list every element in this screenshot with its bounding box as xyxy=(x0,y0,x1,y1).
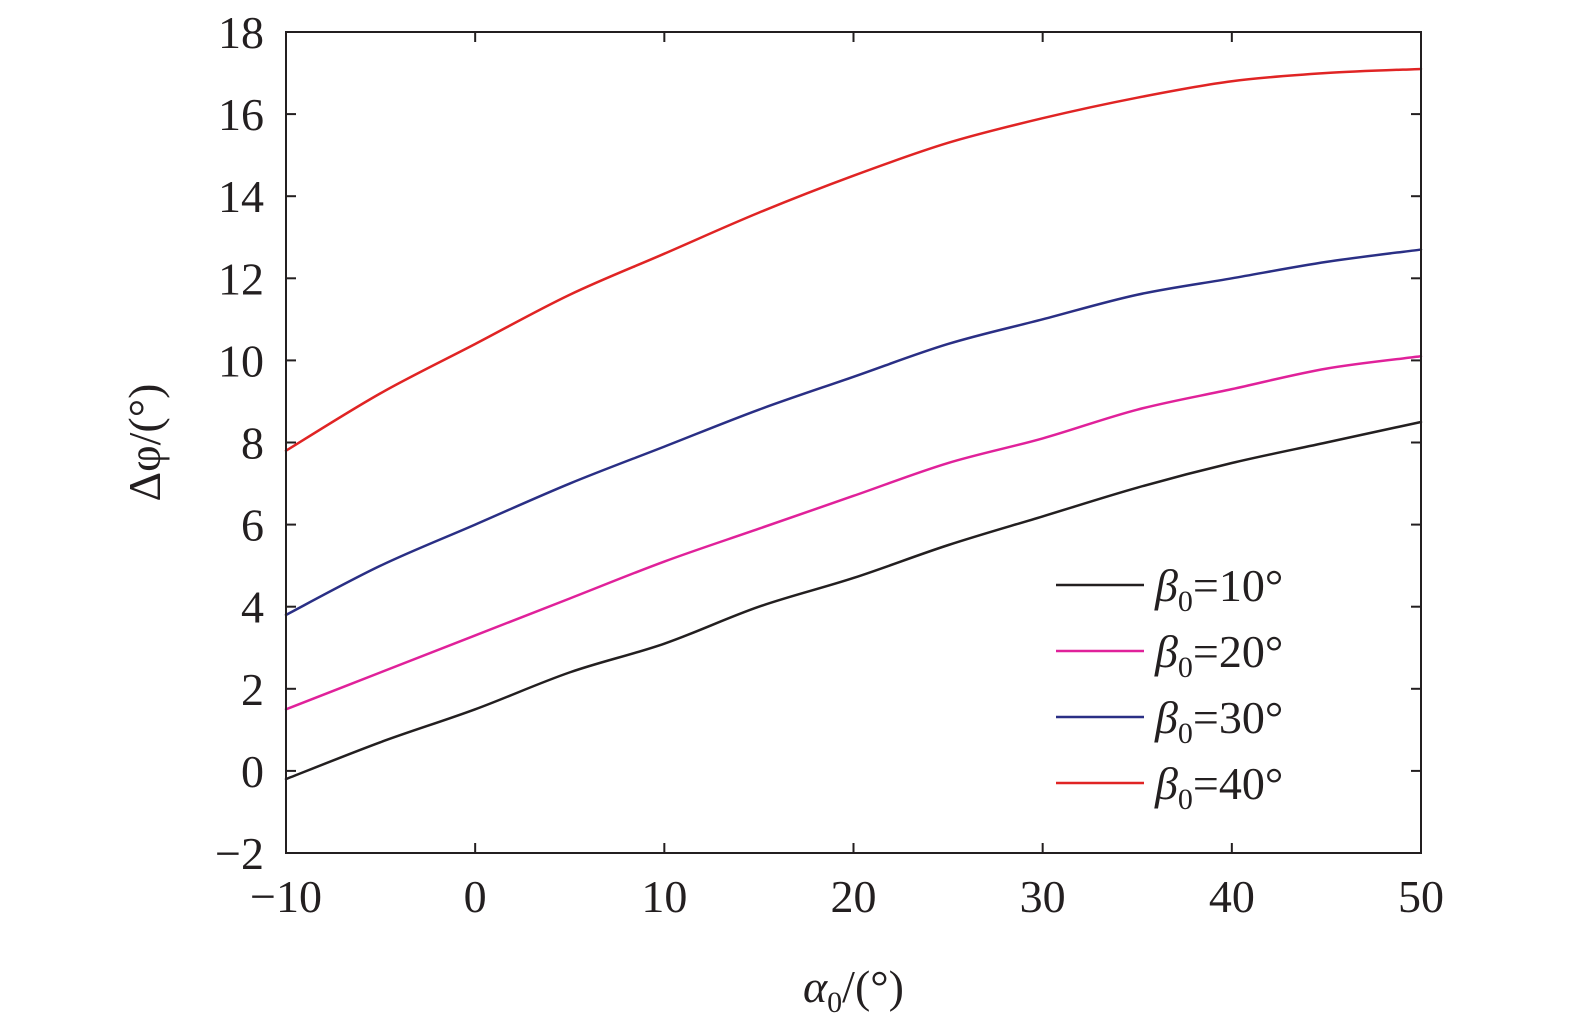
y-axis-title: Δφ/(°) xyxy=(119,384,170,502)
x-tick-label: 0 xyxy=(464,871,487,922)
plot-frame xyxy=(285,31,1422,854)
legend-value: =10° xyxy=(1193,560,1283,611)
y-tick-label: 6 xyxy=(241,500,264,551)
series-line-0 xyxy=(284,420,1423,781)
y-tick-label: 18 xyxy=(218,7,264,58)
y-axis-unit: /(°) xyxy=(119,384,170,446)
y-tick-label: 4 xyxy=(241,582,264,633)
legend-label-0: β0=10° xyxy=(1154,560,1283,618)
series-line-2 xyxy=(284,248,1423,617)
x-axis-unit: /(°) xyxy=(842,961,904,1012)
series-line-3 xyxy=(284,67,1423,452)
x-axis-subscript: 0 xyxy=(827,986,842,1019)
y-tick-label: 0 xyxy=(241,746,264,797)
y-tick-label: 2 xyxy=(241,664,264,715)
legend-subscript: 0 xyxy=(1178,651,1193,684)
legend-value: =30° xyxy=(1193,692,1283,743)
x-tick-label: 10 xyxy=(641,871,687,922)
series-layer xyxy=(284,67,1423,781)
legend-label-1: β0=20° xyxy=(1154,626,1283,684)
legend-subscript: 0 xyxy=(1178,783,1193,816)
legend-symbol: β xyxy=(1154,758,1178,809)
series-line-1 xyxy=(284,355,1423,711)
tick-labels-layer: −10 0 10 20 30 40 50 −2 0 2 4 6 8 10 12 14 16 18 xyxy=(215,7,1444,922)
legend-label-3: β0=40° xyxy=(1154,758,1283,816)
legend: β0=10°β0=20°β0=30°β0=40° xyxy=(1056,560,1283,816)
y-axis-symbol: Δφ xyxy=(119,445,170,501)
legend-symbol: β xyxy=(1154,692,1178,743)
x-tick-label: −10 xyxy=(250,871,322,922)
x-tick-label: 20 xyxy=(831,871,877,922)
legend-value: =20° xyxy=(1193,626,1283,677)
y-tick-label: 14 xyxy=(218,171,264,222)
legend-subscript: 0 xyxy=(1178,585,1193,618)
y-tick-label: 10 xyxy=(218,335,264,386)
legend-symbol: β xyxy=(1154,626,1178,677)
y-tick-label: −2 xyxy=(215,828,264,879)
legend-symbol: β xyxy=(1154,560,1178,611)
x-axis-title: α0/(°) xyxy=(803,961,904,1019)
legend-label-2: β0=30° xyxy=(1154,692,1283,750)
y-tick-label: 16 xyxy=(218,89,264,140)
x-tick-label: 30 xyxy=(1020,871,1066,922)
x-tick-label: 50 xyxy=(1398,871,1444,922)
x-axis-symbol: α xyxy=(803,961,828,1012)
legend-value: =40° xyxy=(1193,758,1283,809)
x-tick-label: 40 xyxy=(1209,871,1255,922)
y-tick-label: 12 xyxy=(218,253,264,304)
legend-subscript: 0 xyxy=(1178,717,1193,750)
y-tick-label: 8 xyxy=(241,418,264,469)
